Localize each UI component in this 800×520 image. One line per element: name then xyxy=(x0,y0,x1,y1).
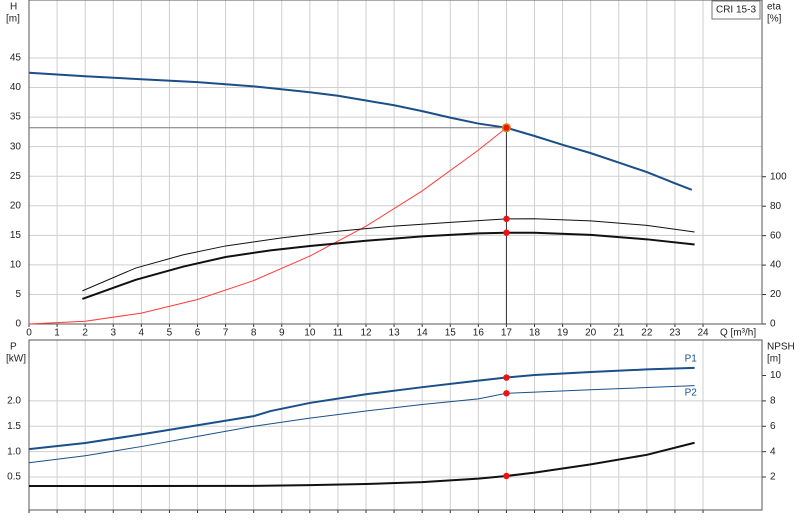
x-tick-label: 15 xyxy=(445,328,457,339)
y2-tick-label: 100 xyxy=(770,171,787,182)
y-tick-label: 35 xyxy=(10,112,22,123)
y-axis-label: P xyxy=(10,342,17,353)
y-tick-label: 10 xyxy=(10,260,22,271)
y2-tick-label: 2 xyxy=(770,472,776,483)
curve xyxy=(82,218,695,292)
y2-axis-label: eta xyxy=(767,2,781,13)
y-tick-label: 1.5 xyxy=(7,421,21,432)
x-tick-label: 6 xyxy=(195,328,201,339)
legend-box xyxy=(711,0,761,20)
x-tick-label: 23 xyxy=(669,328,681,339)
x-axis-label: Q [m³/h] xyxy=(720,328,756,339)
x-tick-label: 13 xyxy=(389,328,401,339)
y-tick-label: 15 xyxy=(10,230,22,241)
curve xyxy=(28,71,693,191)
duty-marker xyxy=(503,124,510,131)
x-tick-label: 18 xyxy=(529,328,541,339)
plot-frame xyxy=(28,0,763,325)
x-tick-label: 17 xyxy=(501,328,513,339)
y-tick-label: 45 xyxy=(10,53,22,64)
x-tick-label: 1 xyxy=(54,328,60,339)
x-tick-label: 3 xyxy=(110,328,116,339)
curve xyxy=(28,385,695,464)
y-tick-label: 0.5 xyxy=(7,472,21,483)
y2-tick-label: 20 xyxy=(770,289,782,300)
duty-marker xyxy=(503,374,510,381)
y2-tick-label: 4 xyxy=(770,446,776,457)
x-tick-label: 4 xyxy=(139,328,145,339)
x-tick-label: 8 xyxy=(251,328,257,339)
curve xyxy=(28,366,695,451)
x-tick-label: 24 xyxy=(697,328,709,339)
y-tick-label: 30 xyxy=(10,141,22,152)
y2-axis-unit: [m] xyxy=(767,354,781,365)
y2-axis-unit: [%] xyxy=(767,14,782,25)
x-tick-label: 20 xyxy=(585,328,597,339)
x-tick-label: 7 xyxy=(223,328,229,339)
y2-tick-label: 60 xyxy=(770,230,782,241)
y-tick-label: 20 xyxy=(10,200,22,211)
duty-marker xyxy=(503,472,510,480)
plot-frame xyxy=(28,339,763,511)
y-tick-label: 0 xyxy=(15,319,21,330)
y-axis-unit: [kW] xyxy=(6,354,26,365)
x-tick-label: 12 xyxy=(360,328,372,339)
x-tick-label: 16 xyxy=(473,328,485,339)
duty-marker xyxy=(503,390,510,397)
y-axis-unit: [m] xyxy=(6,14,20,25)
y-tick-label: 1.0 xyxy=(7,446,21,457)
curve xyxy=(28,127,507,325)
x-tick-label: 10 xyxy=(304,328,316,339)
y2-tick-label: 80 xyxy=(770,201,782,212)
legend-title: CRI 15-3 xyxy=(716,5,756,16)
x-tick-label: 21 xyxy=(613,328,625,339)
x-tick-label: 5 xyxy=(167,328,173,339)
x-tick-label: 9 xyxy=(279,328,285,339)
x-tick-label: 0 xyxy=(26,328,32,339)
y2-tick-label: 10 xyxy=(770,370,782,381)
y2-tick-label: 8 xyxy=(770,396,776,407)
curve xyxy=(29,441,695,488)
y2-tick-label: 6 xyxy=(770,421,776,432)
series-label: P1 xyxy=(685,354,698,365)
y-tick-label: 40 xyxy=(10,82,22,93)
y2-tick-label: 0 xyxy=(770,319,776,330)
x-tick-label: 2 xyxy=(82,328,88,339)
y2-tick-label: 40 xyxy=(770,260,782,271)
x-tick-label: 19 xyxy=(557,328,569,339)
x-tick-label: 11 xyxy=(333,328,344,339)
duty-marker xyxy=(503,215,510,223)
duty-marker xyxy=(503,229,510,236)
series-label: P2 xyxy=(685,387,698,398)
y2-axis-label: NPSH xyxy=(767,342,795,353)
y-axis-label: H xyxy=(10,2,17,13)
y-tick-label: 25 xyxy=(10,171,22,182)
y-tick-label: 5 xyxy=(15,289,21,300)
x-tick-label: 14 xyxy=(417,328,429,339)
curve xyxy=(82,231,695,300)
y-tick-label: 2.0 xyxy=(7,396,21,407)
x-tick-label: 22 xyxy=(641,328,653,339)
